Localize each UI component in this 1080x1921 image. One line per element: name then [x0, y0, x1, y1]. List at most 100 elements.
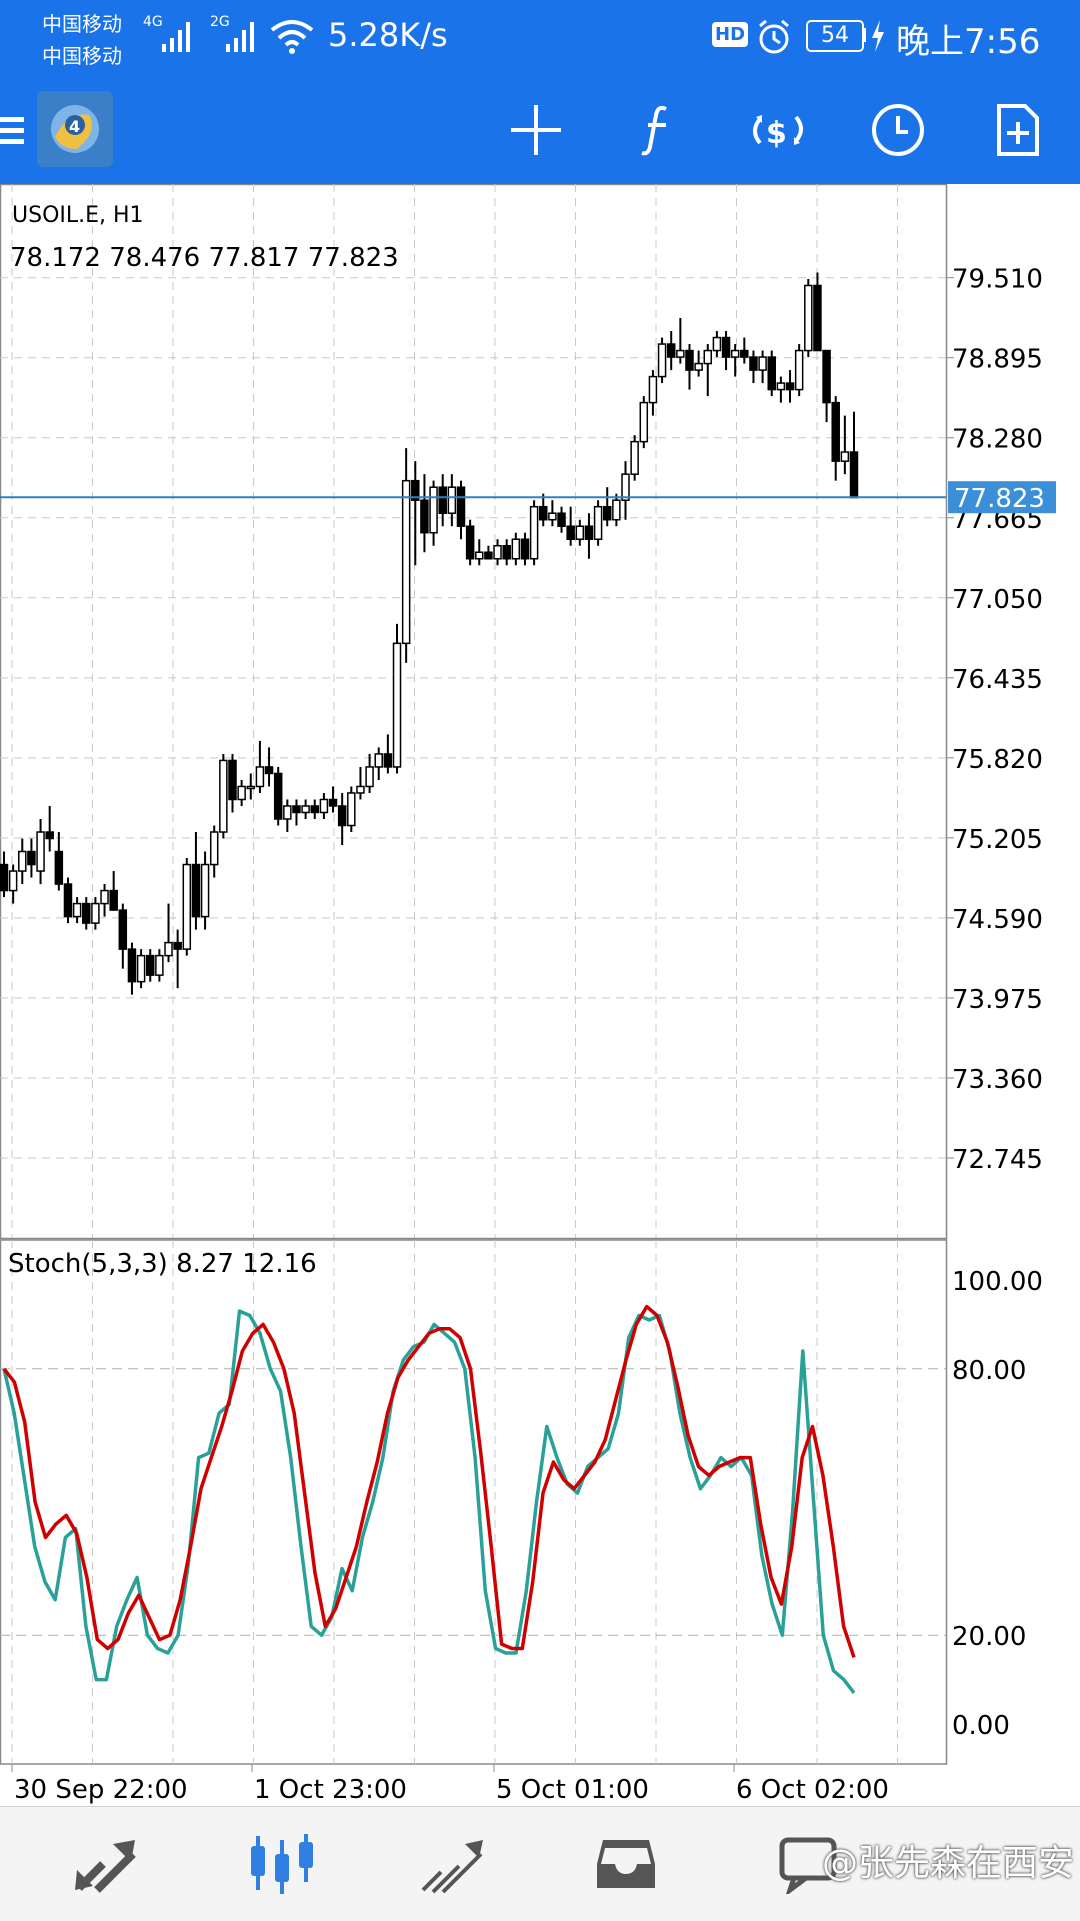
mt4-logo-icon: 4 — [37, 91, 113, 167]
candle-body — [520, 538, 530, 560]
menu-icon — [0, 117, 24, 144]
signal-bars-2-icon — [226, 22, 254, 52]
trade-button[interactable]: $ — [738, 90, 818, 170]
candle-body — [63, 883, 73, 918]
candle-body — [703, 349, 713, 365]
price-tick-label: 73.975 — [952, 985, 1043, 1015]
candle-body — [145, 954, 155, 976]
price-tick-label: 75.205 — [952, 825, 1043, 855]
candle-body — [557, 512, 566, 527]
crosshair-icon — [511, 105, 561, 155]
nav-chat[interactable] — [748, 1807, 868, 1921]
candle-body — [420, 499, 429, 534]
candle-body — [758, 356, 767, 371]
candle-body — [18, 850, 27, 872]
candle-body — [584, 525, 594, 540]
candle-body — [319, 798, 329, 814]
price-chart[interactable]: 79.51078.89578.28077.66577.05076.43575.8… — [0, 184, 1080, 1806]
network-speed: 5.28K/s — [328, 16, 448, 54]
alarm-icon — [759, 19, 789, 54]
candle-body — [191, 863, 201, 918]
candle-body — [465, 525, 475, 560]
price-tick-label: 77.050 — [952, 585, 1043, 615]
candle-body — [813, 284, 822, 352]
price-tick-label: 79.510 — [952, 265, 1043, 295]
candle-body — [676, 349, 685, 358]
crosshair-button[interactable] — [496, 90, 576, 170]
candle-body — [45, 831, 54, 840]
time-label: 6 Oct 02:00 — [736, 1775, 889, 1805]
candle-body — [575, 525, 585, 540]
carrier-2: 中国移动 — [42, 44, 122, 68]
candle-body — [602, 505, 612, 521]
svg-text:4: 4 — [69, 117, 80, 136]
current-price-tag — [948, 481, 1056, 514]
top-toolbar: 4 $ — [0, 76, 1080, 184]
current-price-label: 77.823 — [954, 484, 1045, 514]
trade-chart-icon — [421, 1840, 483, 1894]
menu-button[interactable] — [0, 90, 36, 170]
charging-icon — [872, 20, 884, 52]
trade-icon: $ — [753, 115, 803, 151]
candle-body — [630, 440, 639, 475]
nav-chart[interactable] — [222, 1807, 342, 1921]
candle-body — [374, 753, 383, 768]
candle-body — [54, 850, 64, 885]
signal-bars-icon — [162, 22, 190, 52]
candle-body — [246, 785, 256, 790]
candle-body — [209, 831, 219, 866]
candle-body — [694, 362, 703, 371]
nav-mailbox[interactable] — [566, 1807, 686, 1921]
candle-body — [36, 831, 45, 872]
candle-body — [621, 473, 630, 501]
indicators-button[interactable] — [616, 90, 696, 170]
candle-body — [155, 954, 164, 976]
candle-body — [475, 551, 484, 560]
candle-body — [822, 349, 831, 404]
candle-body — [840, 451, 850, 462]
candle-body — [456, 486, 466, 527]
candle-body — [712, 336, 722, 352]
nav-trade[interactable] — [392, 1807, 512, 1921]
time-label: 30 Sep 22:00 — [14, 1775, 188, 1805]
timeframe-button[interactable] — [858, 90, 938, 170]
candle-body — [127, 948, 137, 983]
candle-body — [411, 479, 420, 501]
battery-tip — [862, 28, 866, 42]
candle-body — [292, 805, 301, 814]
stochastic-series — [2, 1304, 856, 1694]
new-order-button[interactable] — [978, 90, 1058, 170]
candle-body — [612, 499, 621, 521]
candle-body — [8, 870, 18, 892]
candle-body — [794, 349, 804, 391]
candle-body — [493, 544, 502, 560]
candle-body — [721, 336, 731, 358]
stoch-tick-label: 0.00 — [952, 1711, 1010, 1741]
nav-quotes[interactable] — [46, 1807, 166, 1921]
candle-body — [767, 356, 776, 391]
chart-grid — [0, 184, 948, 1765]
candle-body — [511, 538, 521, 560]
stoch-pane-frame — [0, 1239, 948, 1765]
price-tick-label: 78.280 — [952, 425, 1043, 455]
function-icon — [641, 105, 667, 156]
chart-axes: 79.51078.89578.28077.66577.05076.43575.8… — [0, 265, 1056, 1805]
candle-body — [91, 902, 100, 924]
candle-body — [337, 805, 347, 827]
candle-body — [72, 902, 82, 918]
bottom-navigation — [0, 1806, 1080, 1921]
candle-body — [383, 753, 393, 768]
candle-body — [484, 551, 493, 560]
timeframe-clock-icon — [872, 104, 924, 156]
candle-body — [529, 505, 539, 560]
candle-body — [804, 284, 813, 352]
chart-symbol: USOIL.E, H1 — [12, 203, 144, 228]
candle-body — [136, 954, 146, 983]
candle-body — [749, 356, 758, 371]
price-tick-label: 76.435 — [952, 665, 1043, 695]
chat-icon — [779, 1837, 837, 1894]
time-label: 1 Oct 23:00 — [254, 1775, 407, 1805]
candle-body — [548, 512, 557, 521]
time-label: 5 Oct 01:00 — [496, 1775, 649, 1805]
candle-body — [365, 766, 374, 788]
